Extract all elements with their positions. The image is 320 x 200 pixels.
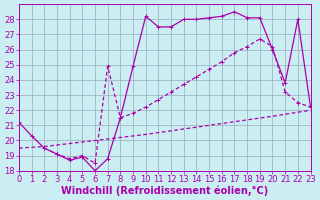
- X-axis label: Windchill (Refroidissement éolien,°C): Windchill (Refroidissement éolien,°C): [61, 185, 268, 196]
